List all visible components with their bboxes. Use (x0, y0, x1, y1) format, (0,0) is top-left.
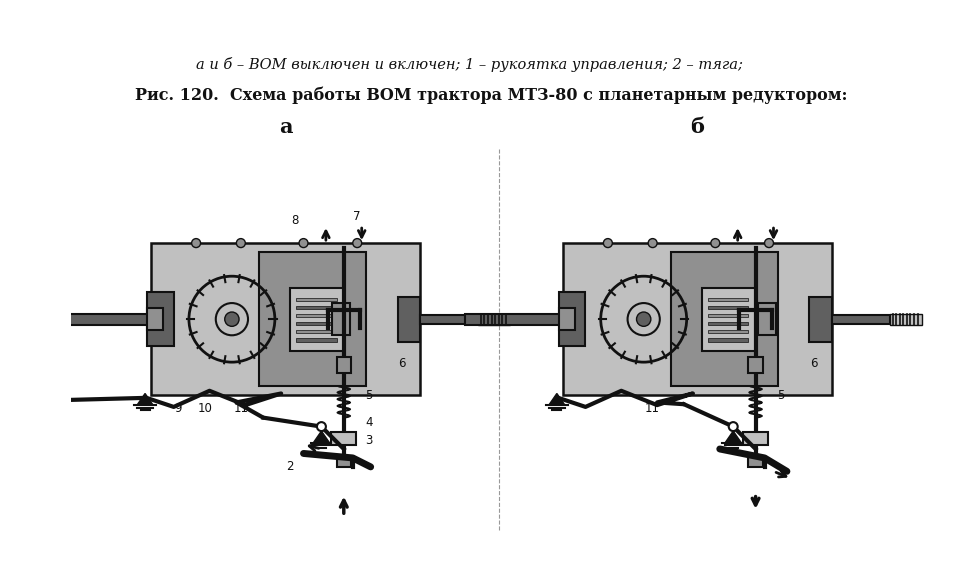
Bar (337, 456, 351, 467)
Bar (749, 456, 763, 467)
Bar (708, 306, 749, 309)
Text: 4: 4 (365, 415, 373, 429)
Circle shape (711, 238, 720, 248)
Text: 8: 8 (291, 214, 298, 227)
Text: 6: 6 (810, 358, 817, 370)
Circle shape (317, 422, 326, 431)
Circle shape (299, 238, 308, 248)
Bar (558, 292, 585, 346)
Bar (296, 330, 337, 333)
Text: 11: 11 (233, 402, 249, 415)
Circle shape (765, 238, 773, 248)
Text: Рис. 120.  Схема работы ВОМ трактора МТЗ-80 с планетарным редуктором:: Рис. 120. Схема работы ВОМ трактора МТЗ-… (135, 87, 848, 104)
Polygon shape (137, 394, 153, 405)
Bar (749, 357, 763, 373)
Bar (259, 252, 366, 386)
Polygon shape (314, 431, 330, 443)
Circle shape (353, 238, 361, 248)
Text: 9: 9 (174, 402, 182, 415)
Bar (296, 322, 337, 325)
Polygon shape (726, 431, 741, 443)
Bar (758, 303, 776, 335)
Circle shape (236, 238, 246, 248)
Bar (296, 298, 337, 301)
Bar (743, 432, 768, 445)
Circle shape (637, 312, 651, 327)
Circle shape (225, 312, 239, 327)
Bar (337, 357, 351, 373)
Text: 11: 11 (645, 402, 661, 415)
Bar (398, 297, 420, 342)
Text: а и б – ВОМ выключен и включен; 1 – рукоятка управления; 2 – тяга;: а и б – ВОМ выключен и включен; 1 – руко… (196, 57, 743, 72)
Bar (890, 314, 923, 324)
Text: б: б (690, 117, 705, 137)
Circle shape (648, 238, 657, 248)
Bar (708, 298, 749, 301)
Bar (420, 315, 478, 324)
Text: 5: 5 (777, 388, 784, 402)
Bar (296, 314, 337, 317)
Circle shape (603, 238, 613, 248)
Bar (810, 297, 832, 342)
Circle shape (627, 303, 660, 335)
Bar (147, 308, 163, 330)
Bar (296, 338, 337, 342)
Bar (708, 330, 749, 333)
Polygon shape (549, 394, 565, 405)
Bar (563, 243, 832, 395)
Bar (670, 252, 778, 386)
Text: 5: 5 (365, 388, 373, 402)
Circle shape (191, 238, 201, 248)
Text: 6: 6 (399, 358, 405, 370)
Circle shape (728, 422, 738, 431)
Bar (478, 314, 511, 324)
Bar (708, 338, 749, 342)
Text: а: а (279, 117, 293, 137)
Text: 2: 2 (287, 460, 293, 473)
Bar (332, 303, 350, 335)
Text: 7: 7 (354, 210, 361, 223)
Bar (558, 308, 575, 330)
Circle shape (216, 303, 248, 335)
Bar (332, 432, 357, 445)
Bar (53, 314, 156, 324)
Bar (296, 306, 337, 309)
Bar (465, 314, 568, 324)
Bar (708, 314, 749, 317)
Text: 10: 10 (198, 402, 212, 415)
Text: 3: 3 (365, 434, 373, 446)
Bar (290, 288, 344, 351)
Bar (708, 322, 749, 325)
Bar (832, 315, 890, 324)
Bar (702, 288, 755, 351)
Bar (147, 292, 174, 346)
Bar (151, 243, 420, 395)
